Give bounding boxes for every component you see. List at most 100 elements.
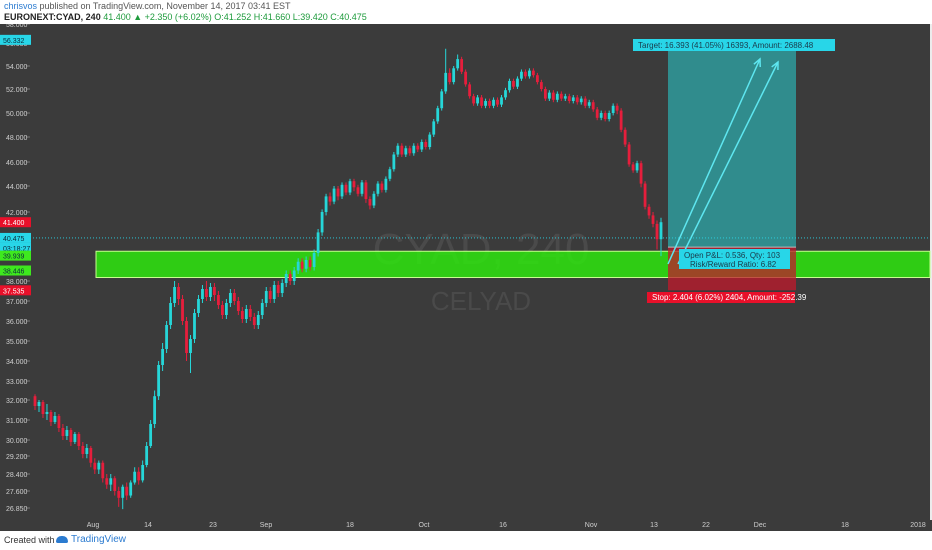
candles (33, 48, 663, 510)
candle-body (456, 59, 460, 69)
price-tick-label: 44.000 (6, 184, 28, 191)
candle (37, 400, 41, 412)
candle-body (209, 287, 212, 297)
candle-body (256, 315, 260, 325)
candle-body (33, 396, 37, 406)
price-tick-label: 42.000 (6, 210, 28, 217)
candle (49, 410, 53, 426)
candle (137, 467, 141, 485)
candle-body (420, 142, 424, 150)
projection-arrow[interactable] (677, 61, 779, 265)
candle (221, 301, 224, 319)
candle (260, 299, 264, 319)
candle (448, 68, 452, 85)
candle (65, 426, 69, 440)
candle (404, 145, 408, 157)
candle-body (587, 102, 591, 106)
candle-body (444, 72, 448, 92)
candle-body (320, 212, 324, 233)
candle (117, 486, 121, 507)
candle-body (240, 311, 244, 319)
author-link[interactable]: chrisvos (4, 1, 38, 11)
price-tick-label: 50.000 (6, 111, 28, 118)
candle (368, 196, 372, 210)
candle-body (181, 299, 184, 321)
candle (512, 78, 515, 89)
time-axis-bg (0, 520, 932, 531)
candle-body (332, 188, 336, 202)
candle-body (189, 339, 192, 353)
candle (145, 442, 149, 468)
candle (384, 176, 388, 193)
candle (173, 281, 176, 307)
candle-body (452, 68, 456, 83)
candle-body (105, 478, 109, 485)
candle-body (535, 75, 539, 83)
arrow-head (771, 60, 779, 71)
price-tick-label: 28.400 (6, 472, 28, 479)
candle-body (528, 70, 531, 77)
candle (69, 428, 73, 446)
price-tick-label: 36.000 (6, 319, 28, 326)
candle-body (228, 293, 232, 303)
candle-body (639, 163, 643, 184)
price-chart[interactable]: CYAD, 240 CELYAD 26.85027.60028.40029.20… (0, 24, 932, 531)
candle (460, 56, 464, 75)
price-label-badge (0, 242, 31, 253)
candle-body (236, 301, 240, 311)
time-tick-label: 18 (841, 522, 849, 529)
candle (432, 119, 436, 137)
time-tick-label: 16 (499, 522, 507, 529)
candle-body (296, 261, 300, 271)
tradingview-link[interactable]: TradingView (56, 534, 126, 545)
candle-body (627, 144, 631, 165)
candle-body (217, 295, 220, 305)
candle (480, 95, 483, 109)
candle-body (579, 98, 583, 103)
candle-body (336, 188, 340, 197)
candle (248, 305, 252, 321)
time-tick-label: 2018 (910, 522, 926, 529)
target-zone[interactable] (668, 39, 796, 248)
candle-body (464, 71, 468, 85)
time-axis[interactable]: Aug 14 23 Sep 18 Oct 16 Nov 13 22 Dec 18 2018 (87, 522, 926, 529)
candle-body (248, 309, 252, 317)
candle (468, 82, 472, 99)
projection-arrow[interactable] (667, 58, 761, 265)
support-zone[interactable] (95, 250, 931, 278)
candle (300, 258, 304, 273)
publish-info: chrisvos published on TradingView.com, N… (4, 1, 291, 11)
candle-body (77, 434, 81, 446)
candle (133, 467, 137, 485)
candle (452, 66, 456, 85)
time-tick-label: 14 (144, 522, 152, 529)
price-label-text: 56.332 (3, 38, 25, 45)
candle-body (193, 313, 196, 339)
candle-body (611, 105, 615, 113)
candle-body (89, 448, 93, 463)
candle-body (460, 59, 464, 72)
candle (296, 258, 300, 274)
candle (492, 97, 495, 109)
candle-body (428, 134, 432, 147)
candle-body (101, 462, 105, 479)
candle-body (603, 113, 607, 119)
symbol-quote: EURONEXT:CYAD, 240 41.400 ▲ +2.350 (+6.0… (4, 12, 367, 22)
target-label-box (633, 39, 835, 51)
rr-label: Risk/Reward Ratio: 6.82 (690, 260, 777, 269)
candle-body (655, 223, 659, 240)
candle (189, 335, 192, 373)
candle-body (356, 187, 360, 194)
candle (488, 98, 491, 109)
stop-label-box (647, 292, 795, 303)
candle (623, 127, 627, 147)
candle (524, 69, 527, 79)
candle (420, 139, 424, 152)
price-label-badge (0, 232, 31, 243)
candle-body (85, 448, 89, 454)
candle-body (121, 486, 125, 498)
support-zone-band[interactable] (95, 250, 931, 278)
candle-body (276, 285, 280, 293)
candle-body (177, 287, 180, 299)
candle-body (400, 145, 404, 155)
